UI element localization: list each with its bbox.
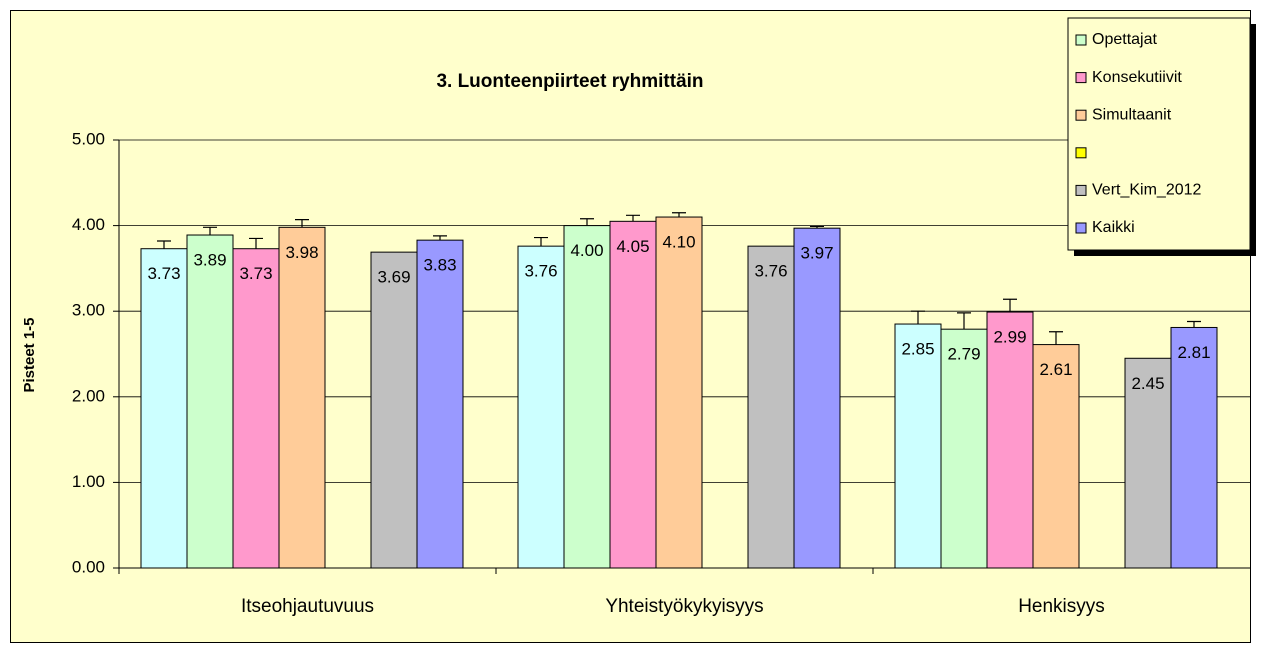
data-label: 2.85 [901,340,934,359]
data-label: 3.98 [285,243,318,262]
data-label: 4.00 [570,241,603,260]
data-label: 3.76 [524,262,557,281]
error-bar [911,310,925,325]
bar [986,311,1034,569]
error-bar [1049,331,1063,345]
y-tick-label: 5.00 [72,129,105,148]
legend-label: Simultaanit [1092,106,1172,123]
bar [563,225,611,569]
data-label: 3.69 [377,268,410,287]
error-bar [957,312,971,330]
error-bar [295,219,309,228]
x-tick-label: Henkisyys [1018,596,1105,617]
error-bar [810,225,824,229]
data-label: 3.83 [423,256,456,275]
bar [186,234,234,569]
error-bar [1003,298,1017,313]
bar [793,227,841,569]
bar [232,248,280,569]
x-tick-label: Yhteistyökykyisyys [605,596,763,617]
data-label: 4.10 [662,233,695,252]
error-bar [534,236,548,247]
error-bar [626,214,640,222]
chart-title: 3. Luonteenpiirteet ryhmittäin [436,71,703,92]
legend [1067,17,1251,251]
y-tick-label: 2.00 [72,386,105,405]
data-label: 3.73 [147,264,180,283]
data-label: 3.76 [754,262,787,281]
bar [517,245,565,569]
bar [894,323,942,569]
bar [655,216,703,569]
y-axis-label: Pisteet 1-5 [21,317,38,392]
error-bar [433,235,447,241]
error-bar [580,218,594,226]
y-tick-label: 1.00 [72,472,105,491]
legend-label: Kaikki [1092,219,1135,236]
error-bar [672,212,686,218]
legend-swatch [1075,222,1087,234]
legend-swatch [1075,109,1087,121]
bar [416,239,464,569]
error-bar [249,237,263,249]
legend-label: Konsekutiivit [1092,69,1182,86]
legend-swatch [1075,34,1087,46]
error-bar [157,240,171,249]
bar [940,328,988,569]
legend-swatch [1075,184,1087,196]
legend-label: Opettajat [1092,31,1157,48]
y-tick-label: 4.00 [72,215,105,234]
data-label: 3.73 [239,264,272,283]
data-label: 2.79 [947,345,980,364]
data-label: 4.05 [616,237,649,256]
bar [1170,326,1218,569]
bar [370,251,418,569]
bar [747,245,795,569]
data-label: 3.89 [193,251,226,270]
error-bar [1187,320,1201,328]
data-label: 2.99 [993,328,1026,347]
bar [140,248,188,569]
error-bar [203,226,217,236]
legend-swatch [1075,147,1087,159]
bar [278,226,326,569]
legend-label: Vert_Kim_2012 [1092,182,1202,199]
legend-swatch [1075,72,1087,84]
y-tick-label: 0.00 [72,557,105,576]
data-label: 2.45 [1131,374,1164,393]
data-label: 2.61 [1039,360,1072,379]
bar [609,220,657,569]
x-tick-label: Itseohjautuvuus [241,596,374,617]
y-tick-label: 3.00 [72,301,105,320]
data-label: 3.97 [800,244,833,263]
data-label: 2.81 [1177,343,1210,362]
